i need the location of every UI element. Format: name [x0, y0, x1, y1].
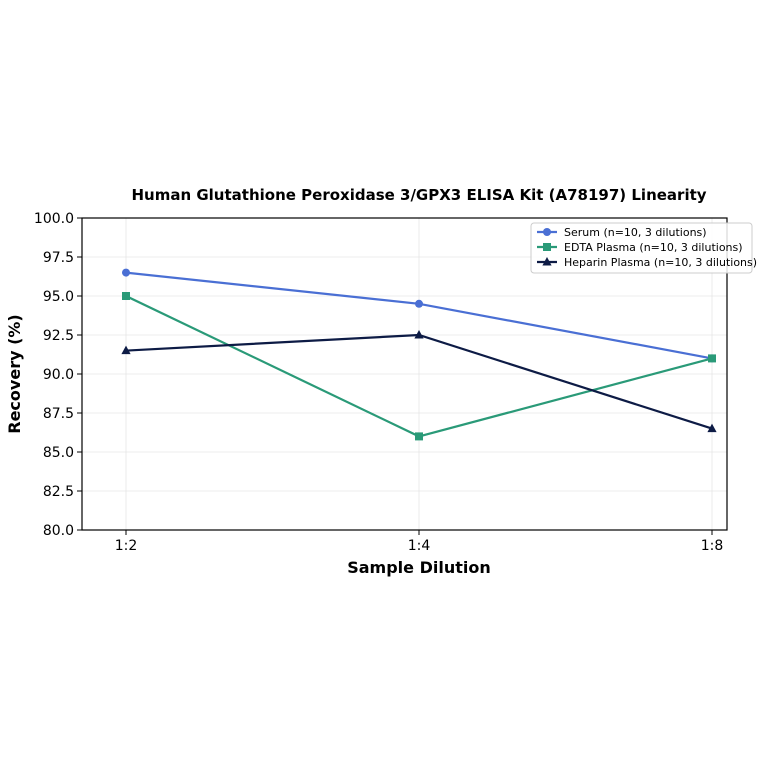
data-point	[414, 330, 424, 339]
data-point	[122, 292, 130, 300]
legend-box	[530, 222, 753, 274]
x-axis-label: Sample Dilution	[347, 558, 491, 577]
legend-label: Heparin Plasma (n=10, 3 dilutions)	[564, 256, 757, 269]
series-3	[121, 330, 717, 433]
legend-item: Serum (n=10, 3 dilutions)	[537, 226, 707, 239]
y-tick-label: 95.0	[43, 289, 74, 305]
y-tick-label: 85.0	[43, 445, 74, 461]
legend-label: EDTA Plasma (n=10, 3 dilutions)	[564, 241, 743, 254]
y-tick-label: 100.0	[34, 211, 74, 227]
series-layer	[121, 268, 717, 441]
y-tick-label: 87.5	[43, 406, 74, 422]
data-point	[122, 268, 130, 277]
y-tick-label: 82.5	[43, 484, 74, 500]
legend-swatch-marker	[542, 257, 552, 266]
legend-item: Heparin Plasma (n=10, 3 dilutions)	[537, 256, 757, 269]
data-point	[121, 345, 131, 355]
legend: Serum (n=10, 3 dilutions) EDTA Plasma (n=…	[530, 222, 757, 274]
legend-label: Serum (n=10, 3 dilutions)	[564, 226, 707, 239]
chart-title: Human Glutathione Peroxidase 3/GPX3 ELIS…	[131, 186, 706, 204]
data-point	[708, 354, 716, 363]
data-point	[415, 432, 423, 441]
axes: 80.0 82.5 85.0 87.5 90.0 92.5 95.0 97.5 100.0 1:2…	[34, 211, 723, 554]
x-tick-label: 1:4	[408, 538, 431, 554]
x-tick-label: 1:8	[701, 538, 724, 554]
legend-item: EDTA Plasma (n=10, 3 dilutions)	[537, 241, 743, 254]
y-tick-label: 80.0	[43, 523, 74, 539]
data-point	[707, 423, 717, 433]
series-2	[122, 292, 716, 441]
y-tick-label: 92.5	[43, 328, 74, 344]
data-point	[415, 299, 423, 308]
legend-swatch-marker	[543, 243, 551, 251]
y-tick-label: 97.5	[43, 250, 74, 266]
y-axis-label: Recovery (%)	[5, 314, 24, 433]
y-tick-label: 90.0	[43, 367, 74, 383]
legend-swatch-marker	[543, 228, 551, 236]
x-tick-label: 1:2	[115, 538, 138, 554]
